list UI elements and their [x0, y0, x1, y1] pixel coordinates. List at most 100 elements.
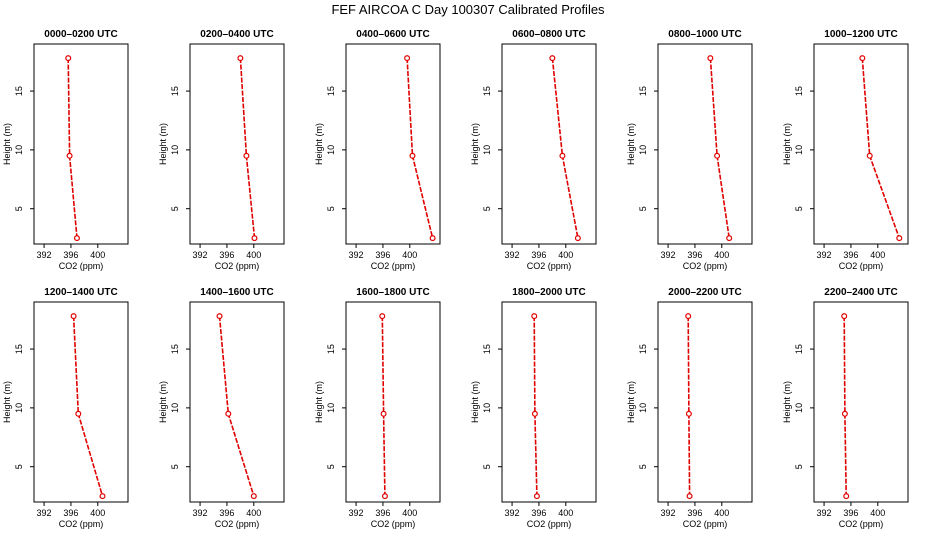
y-tick-label: 10 [326, 403, 336, 413]
y-axis-label: Height (m) [314, 123, 324, 165]
y-tick-label: 5 [14, 206, 24, 211]
y-tick-label: 15 [794, 86, 804, 96]
x-tick-label: 392 [193, 250, 208, 260]
data-point [686, 493, 693, 500]
data-point [896, 235, 903, 242]
data-point [859, 55, 866, 62]
data-point [404, 55, 411, 62]
y-axis-label: Height (m) [314, 381, 324, 423]
x-tick-label: 396 [219, 508, 234, 518]
data-point [685, 313, 692, 320]
panel-title: 1200–1400 UTC [44, 287, 117, 298]
data-point [381, 493, 388, 500]
data-point [75, 410, 82, 417]
x-axis-label: CO2 (ppm) [59, 261, 104, 271]
y-tick-label: 10 [170, 403, 180, 413]
panel-title: 1000–1200 UTC [824, 29, 897, 40]
y-tick-label: 5 [14, 464, 24, 469]
plot-frame [501, 301, 597, 503]
x-axis-label: CO2 (ppm) [371, 261, 416, 271]
x-tick-label: 396 [63, 508, 78, 518]
x-tick-label: 400 [402, 250, 417, 260]
y-axis-label: Height (m) [158, 381, 168, 423]
x-tick-label: 400 [870, 250, 885, 260]
x-axis-label: CO2 (ppm) [683, 261, 728, 271]
x-tick-label: 392 [661, 250, 676, 260]
x-axis-label: CO2 (ppm) [59, 519, 104, 529]
y-tick-label: 15 [14, 86, 24, 96]
y-tick-label: 15 [482, 86, 492, 96]
y-tick-label: 15 [638, 344, 648, 354]
y-tick-label: 15 [638, 86, 648, 96]
data-point [726, 235, 733, 242]
y-axis-label: Height (m) [158, 123, 168, 165]
x-tick-label: 396 [375, 250, 390, 260]
y-tick-label: 15 [326, 344, 336, 354]
x-axis-label: CO2 (ppm) [527, 519, 572, 529]
y-tick-label: 15 [794, 344, 804, 354]
plot-frame [657, 301, 753, 503]
y-axis-label: Height (m) [470, 381, 480, 423]
x-axis-label: CO2 (ppm) [215, 519, 260, 529]
y-tick-label: 10 [482, 145, 492, 155]
x-axis-label: CO2 (ppm) [839, 519, 884, 529]
figure-title: FEF AIRCOA C Day 100307 Calibrated Profi… [331, 2, 605, 17]
plot-frame [345, 43, 441, 245]
x-tick-label: 392 [349, 250, 364, 260]
y-tick-label: 5 [794, 206, 804, 211]
y-axis-label: Height (m) [2, 381, 12, 423]
data-point [559, 152, 566, 159]
y-tick-label: 10 [638, 403, 648, 413]
x-tick-label: 392 [817, 250, 832, 260]
panel-title: 2200–2400 UTC [824, 287, 897, 298]
panel-title: 1600–1800 UTC [356, 287, 429, 298]
data-point [225, 410, 232, 417]
x-tick-label: 400 [558, 250, 573, 260]
data-point [531, 410, 538, 417]
profile-line [709, 58, 730, 239]
x-tick-label: 396 [687, 508, 702, 518]
panel-title: 0800–1000 UTC [668, 29, 741, 40]
y-axis-label: Height (m) [470, 123, 480, 165]
y-tick-label: 15 [326, 86, 336, 96]
x-tick-label: 392 [661, 508, 676, 518]
x-axis-label: CO2 (ppm) [683, 519, 728, 529]
y-tick-label: 5 [638, 464, 648, 469]
x-tick-label: 392 [505, 508, 520, 518]
data-point [714, 152, 721, 159]
x-tick-label: 392 [817, 508, 832, 518]
profile-line [406, 58, 434, 239]
plot-frame [813, 43, 909, 245]
y-tick-label: 5 [170, 206, 180, 211]
data-point [70, 313, 77, 320]
x-tick-label: 400 [558, 508, 573, 518]
data-point [379, 313, 386, 320]
data-point [843, 493, 850, 500]
panel-title: 0000–0200 UTC [44, 29, 117, 40]
y-tick-label: 10 [794, 145, 804, 155]
panel-title: 2000–2200 UTC [668, 287, 741, 298]
profile-line [67, 58, 78, 239]
y-tick-label: 5 [170, 464, 180, 469]
x-tick-label: 392 [193, 508, 208, 518]
data-point [243, 152, 250, 159]
y-tick-label: 10 [482, 403, 492, 413]
x-tick-label: 400 [714, 508, 729, 518]
data-point [841, 313, 848, 320]
data-point [66, 152, 73, 159]
plot-frame [657, 43, 753, 245]
profile-line [218, 316, 255, 497]
x-tick-label: 400 [246, 250, 261, 260]
x-tick-label: 396 [219, 250, 234, 260]
profile-line [551, 58, 579, 239]
plot-frame [189, 301, 285, 503]
profile-line [533, 316, 538, 497]
x-tick-label: 400 [402, 508, 417, 518]
